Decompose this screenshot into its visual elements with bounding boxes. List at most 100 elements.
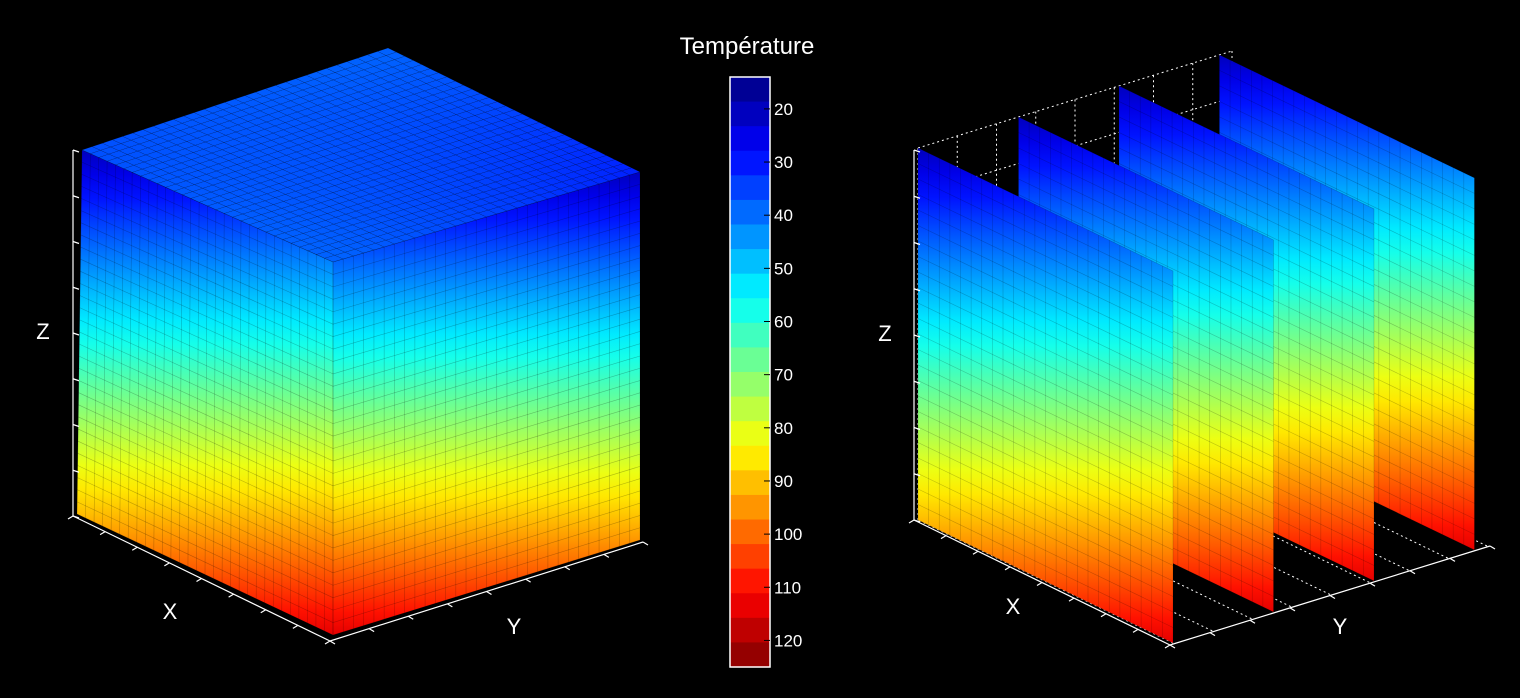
slice-mesh-hline (1118, 147, 1375, 272)
slice-z-tick (913, 334, 921, 338)
cube-right-mesh-hline (332, 269, 641, 362)
slice-mesh-hline (917, 194, 1174, 318)
colorbar-band (730, 77, 770, 103)
colorbar-band (730, 421, 770, 447)
colorbar-tick-label: 70 (774, 366, 793, 385)
cube-left-mesh-vline (221, 213, 225, 583)
cube-left-mesh-vline (196, 202, 200, 571)
cube-x-tick (99, 531, 106, 536)
colorbar-tick-label: 100 (774, 525, 802, 544)
cube-left-mesh-vline (230, 217, 233, 587)
slice-mesh-hline (917, 473, 1174, 597)
cube-left-mesh-hline (76, 513, 334, 636)
cube-left-mesh-hline (77, 501, 334, 623)
cube-front-right-face (333, 172, 640, 635)
slice-x-tick (1100, 613, 1107, 618)
slice-mesh-hline (917, 271, 1174, 396)
cube-x-tick (164, 562, 170, 567)
cube-x-tick (324, 640, 331, 645)
slice-z-tick (913, 473, 921, 477)
cube-left-mesh-hline (79, 307, 334, 424)
cube-left-mesh-vline (110, 164, 116, 531)
slice-mesh-hline (1018, 132, 1274, 256)
slice-mesh-hline (1118, 101, 1375, 225)
cube-left-mesh-vline (153, 183, 158, 551)
cube-right-mesh-hline (332, 282, 641, 375)
colorbar-tick-label: 50 (774, 259, 793, 278)
cube-left-mesh-hline (77, 453, 334, 574)
cube-right-mesh-hline (332, 306, 641, 400)
cube-right-mesh-hline (332, 171, 641, 263)
slice-mesh-hline (1118, 132, 1375, 256)
colorbar-band (730, 544, 770, 570)
slice-mesh-hline (917, 380, 1174, 504)
cube-x-tick (260, 609, 267, 614)
slice-mesh-hline (917, 163, 1174, 287)
cube-left-mesh-vline (187, 198, 192, 567)
cube-right-mesh-hline (332, 318, 641, 412)
cube-plot: X Y Z (36, 47, 649, 645)
slice-mesh-hline (1018, 116, 1274, 241)
slice-z-label: Z (878, 321, 891, 346)
cube-left-mesh-hline (81, 186, 334, 300)
cube-left-mesh-vline (298, 247, 300, 619)
cube-front-left-face (77, 150, 333, 635)
colorbar-tick-label: 60 (774, 313, 793, 332)
cube-left-mesh-hline (80, 222, 334, 337)
cube-left-mesh-vline (102, 161, 108, 527)
cube-right-mesh-hline (332, 417, 641, 511)
cube-left-mesh-vline (238, 220, 242, 591)
temperature-slice (918, 148, 1173, 643)
slice-mesh-hline (1219, 85, 1475, 210)
slice-mesh-hline (917, 225, 1174, 349)
cube-left-mesh-hline (78, 404, 334, 524)
slice-x-tick (908, 519, 915, 524)
cube-y-label: Y (507, 614, 522, 639)
cube-left-mesh-vline (93, 157, 100, 523)
slice-mesh-hline (1018, 178, 1274, 303)
slice-mesh-hline (1118, 85, 1375, 210)
cube-right-mesh-hline (332, 331, 641, 424)
cube-left-mesh-vline (272, 235, 275, 607)
cube-right-mesh-hline (332, 343, 641, 437)
cube-left-mesh-hline (78, 428, 334, 549)
colorbar: Température 20 30 40 50 60 70 80 90 100 110 120 (680, 33, 815, 668)
slice-z-tick (913, 426, 921, 431)
cube-right-mesh-hline (332, 367, 641, 462)
cube-left-mesh-vline (170, 191, 175, 559)
cube-left-mesh-hline (81, 149, 334, 263)
cube-left-mesh-vline (127, 172, 133, 539)
colorbar-band (730, 126, 770, 152)
cube-right-mesh-hline (332, 380, 641, 474)
slice-mesh-hline (917, 395, 1174, 520)
colorbar-band (730, 249, 770, 275)
cube-left-mesh-vline (76, 149, 83, 515)
cube-right-mesh-hline (332, 355, 641, 449)
slice-mesh-hline (917, 504, 1174, 628)
cube-faces (77, 47, 641, 635)
slice-y-tick (1449, 557, 1456, 562)
slice-mesh-hline (917, 349, 1174, 473)
colorbar-band (730, 372, 770, 398)
slice-mesh-hline (1118, 163, 1375, 287)
cube-right-mesh-hline (332, 196, 641, 288)
cube-left-mesh-vline (213, 209, 217, 579)
cube-z-tick (72, 240, 80, 245)
cube-left-mesh-vline (307, 250, 309, 623)
slice-plot-axes (908, 149, 1496, 649)
slice-y-tick (1209, 632, 1216, 637)
cube-mesh (76, 149, 641, 636)
slice-mesh-hline (917, 411, 1174, 535)
cube-y-tick (486, 590, 492, 596)
cube-right-mesh-hline (332, 208, 641, 300)
cube-y-tick (642, 541, 649, 546)
colorbar-title: Température (680, 33, 815, 60)
cube-left-mesh-hline (78, 416, 334, 536)
cube-left-mesh-hline (77, 440, 334, 561)
colorbar-band (730, 642, 770, 668)
cube-x-tick (131, 546, 138, 551)
slice-x-tick (972, 550, 979, 555)
slice-mesh-hline (917, 287, 1174, 411)
slice-x-label: X (1006, 594, 1021, 619)
cube-y-tick (329, 640, 336, 645)
